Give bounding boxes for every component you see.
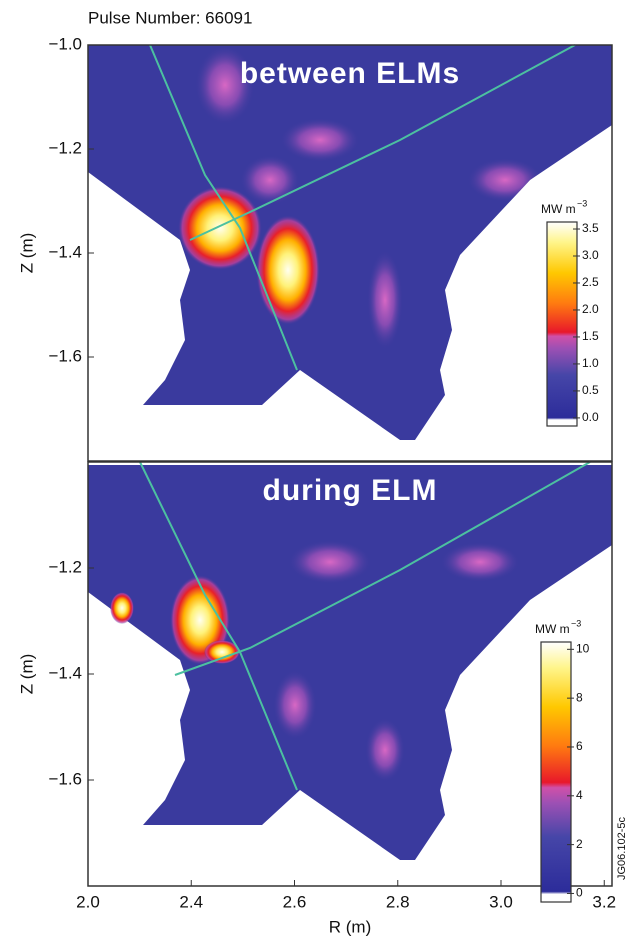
blob: [280, 118, 360, 162]
x-tick-label: 2.8: [386, 892, 410, 911]
blob: [204, 640, 240, 664]
colorbar-tick-label: 2.5: [582, 275, 599, 289]
colorbar-tick-label: 2: [576, 837, 583, 851]
colorbar-tick-label: 2.0: [582, 302, 599, 316]
x-tick-label: 2.6: [283, 892, 307, 911]
panel-title: during ELM: [263, 474, 438, 507]
y-tick-label: −1.6: [48, 769, 82, 788]
separatrix: [139, 461, 298, 791]
y-tick-label: −1.0: [48, 34, 82, 53]
panel-title: between ELMs: [240, 57, 460, 90]
separatrix: [174, 461, 591, 676]
colorbar-tick-label: 1.0: [582, 356, 599, 370]
blob: [240, 155, 300, 205]
separatrix: [149, 44, 298, 371]
y-axis-label: Z (m): [17, 654, 36, 695]
y-tick-label: −1.6: [48, 346, 82, 365]
y-tick-label: −1.4: [48, 242, 82, 261]
colorbar-tick-label: 3.0: [582, 248, 599, 262]
blob: [256, 215, 320, 325]
colorbar-tick-label: 8: [576, 690, 583, 704]
colorbar-tick-label: 10: [576, 641, 590, 655]
blob: [178, 186, 262, 270]
colorbar-tick-label: 6: [576, 739, 583, 753]
y-tick-label: −1.2: [48, 557, 82, 576]
blob: [365, 718, 405, 782]
y-tick-label: −1.4: [48, 663, 82, 682]
colorbar-label-exponent: −3: [571, 618, 581, 628]
x-axis-label: R (m): [329, 917, 371, 936]
colorbar-label-exponent: −3: [577, 198, 587, 208]
figure-id: JG06.102-5c: [616, 817, 628, 880]
colorbar-tick-label: 1.5: [582, 329, 599, 343]
x-tick-label: 2.4: [179, 892, 203, 911]
x-tick-label: 3.0: [489, 892, 513, 911]
colorbar: [546, 221, 578, 427]
blob: [440, 542, 520, 582]
x-tick-label: 2.0: [76, 892, 100, 911]
colorbar-tick-label: 0.0: [582, 410, 599, 424]
blob: [367, 250, 403, 350]
colorbar-label: MW m: [541, 202, 576, 216]
colorbar-label: MW m: [535, 622, 570, 636]
y-axis-label: Z (m): [17, 233, 36, 274]
blob: [288, 540, 372, 584]
pulse-number: Pulse Number: 66091: [88, 8, 252, 27]
colorbar-tick-label: 0.5: [582, 383, 599, 397]
blob: [195, 45, 255, 125]
blob: [110, 592, 134, 624]
y-tick-label: −1.2: [48, 138, 82, 157]
colorbar-tick-label: 3.5: [582, 221, 599, 235]
colorbar-tick-label: 0: [576, 886, 583, 900]
colorbar-tick-label: 4: [576, 788, 583, 802]
separatrix: [189, 44, 576, 241]
colorbar: [540, 641, 572, 903]
x-tick-label: 3.2: [592, 892, 616, 911]
blob: [273, 670, 317, 740]
